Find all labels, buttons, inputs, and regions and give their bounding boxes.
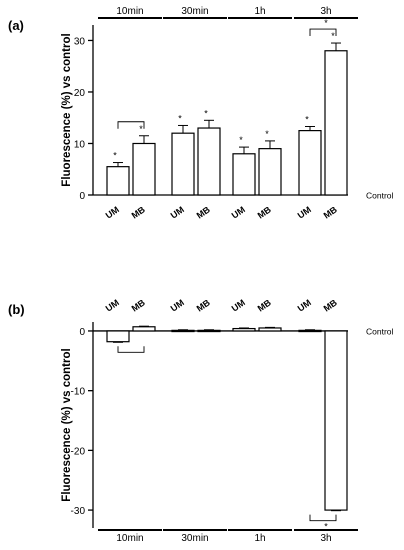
comparison-bracket bbox=[117, 121, 145, 129]
category-label: MB bbox=[256, 204, 274, 221]
bar bbox=[171, 132, 195, 196]
significance-marker: * bbox=[178, 113, 182, 123]
y-tick-label: 0 bbox=[79, 327, 85, 338]
bar bbox=[197, 127, 221, 196]
group-label: 3h bbox=[320, 6, 331, 17]
bar bbox=[298, 130, 322, 196]
bar bbox=[232, 327, 256, 332]
category-label: UM bbox=[230, 297, 247, 313]
y-axis-label: Fluorescence (%) vs control bbox=[61, 348, 73, 501]
comparison-bracket bbox=[309, 514, 337, 522]
panel-label: (b) bbox=[8, 302, 25, 317]
category-label: UM bbox=[296, 204, 313, 220]
category-label: UM bbox=[296, 297, 313, 313]
bar bbox=[197, 329, 221, 333]
category-label: UM bbox=[169, 204, 186, 220]
panel-b: (b) 0 -10 -20 -30 Fluorescence (%) vs control… bbox=[8, 297, 394, 544]
category-label: MB bbox=[322, 297, 340, 314]
significance-marker: * bbox=[265, 129, 269, 139]
group-label: 30min bbox=[181, 6, 208, 17]
bar bbox=[232, 153, 256, 196]
category-label: MB bbox=[322, 204, 340, 221]
category-label: MB bbox=[195, 297, 213, 314]
control-label: Control bbox=[366, 191, 394, 201]
y-tick-label: -30 bbox=[71, 506, 86, 517]
y-tick-label: 0 bbox=[79, 191, 85, 202]
group-label: 30min bbox=[181, 533, 208, 544]
bar bbox=[106, 166, 130, 196]
bar bbox=[258, 148, 282, 196]
bar bbox=[132, 142, 156, 196]
category-label: UM bbox=[230, 204, 247, 220]
group-label: 3h bbox=[320, 533, 331, 544]
category-label: MB bbox=[130, 297, 148, 314]
significance-marker: * bbox=[204, 108, 208, 118]
bar bbox=[324, 330, 348, 511]
significance-marker: * bbox=[305, 114, 309, 124]
category-label: UM bbox=[104, 204, 121, 220]
y-tick-label: -10 bbox=[71, 387, 86, 398]
bar bbox=[324, 50, 348, 196]
significance-marker: * bbox=[239, 135, 243, 145]
significance-marker: * bbox=[113, 151, 117, 161]
y-tick-label: 10 bbox=[74, 139, 86, 150]
bar bbox=[132, 326, 156, 332]
group-label: 1h bbox=[254, 6, 265, 17]
comparison-marker: * bbox=[324, 522, 328, 532]
group-label: 1h bbox=[254, 533, 265, 544]
group-label: 10min bbox=[116, 6, 143, 17]
bar bbox=[258, 327, 282, 332]
control-label: Control bbox=[366, 326, 394, 336]
category-label: UM bbox=[169, 297, 186, 313]
comparison-marker: * bbox=[324, 18, 328, 28]
y-tick-label: 20 bbox=[74, 88, 86, 99]
category-label: MB bbox=[195, 204, 213, 221]
category-label: MB bbox=[130, 204, 148, 221]
y-axis-label: Fluorescence (%) vs control bbox=[61, 33, 73, 186]
group-label: 10min bbox=[116, 533, 143, 544]
bar bbox=[106, 330, 130, 343]
significance-marker: * bbox=[331, 31, 335, 41]
comparison-bracket bbox=[117, 346, 145, 353]
y-tick-label: -20 bbox=[71, 446, 86, 457]
panel-label: (a) bbox=[8, 18, 24, 33]
bar bbox=[298, 329, 322, 333]
y-tick-label: 30 bbox=[74, 36, 86, 47]
significance-marker: * bbox=[139, 124, 143, 134]
comparison-bracket bbox=[309, 28, 337, 37]
bar bbox=[171, 329, 195, 333]
category-label: UM bbox=[104, 297, 121, 313]
category-label: MB bbox=[256, 297, 274, 314]
